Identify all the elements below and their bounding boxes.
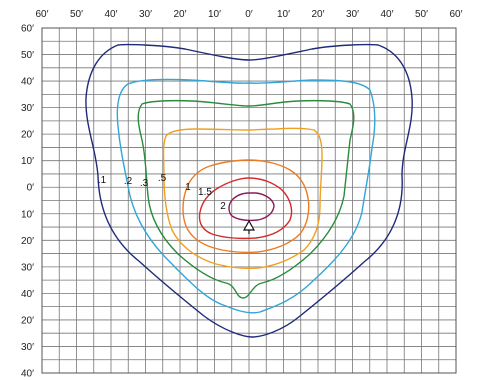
y-tick-label: 20′ — [21, 236, 34, 247]
triangle-icon — [242, 219, 256, 231]
x-tick-label: 20′ — [312, 9, 325, 20]
y-tick-label: 0′ — [27, 183, 35, 194]
contour-label: 1 — [185, 182, 191, 193]
x-tick-label: 60′ — [450, 9, 463, 20]
x-tick-label: 20′ — [174, 9, 187, 20]
x-tick-label: 40′ — [105, 9, 118, 20]
y-tick-label: 60′ — [21, 24, 34, 35]
contour-0.1 — [85, 43, 413, 338]
luminaire-marker — [242, 219, 256, 234]
contour-2 — [228, 192, 275, 222]
contour-label: .1 — [98, 175, 107, 186]
y-tick-label: 30′ — [21, 103, 34, 114]
y-tick-label: 40′ — [21, 289, 34, 300]
contour-label: .5 — [158, 173, 167, 184]
x-tick-label: 30′ — [346, 9, 359, 20]
y-tick-label: 30′ — [21, 262, 34, 273]
contour-1.5 — [198, 177, 293, 240]
x-tick-label: 10′ — [208, 9, 221, 20]
x-tick-label: 30′ — [139, 9, 152, 20]
contour-label: .3 — [140, 178, 149, 189]
contour-1 — [182, 159, 310, 254]
contour-labels: .1 .2 .3 .5 1 1.5 2 — [98, 173, 226, 212]
x-axis-ticks: 60′ 50′ 40′ 30′ 20′ 10′ 0′ 10′ 20′ 30′ 40′ 50′ 60′ — [36, 9, 463, 20]
x-tick-label: 50′ — [70, 9, 83, 20]
x-tick-label: 60′ — [36, 9, 49, 20]
x-tick-label: 50′ — [415, 9, 428, 20]
y-tick-label: 40′ — [21, 77, 34, 88]
y-tick-label: 10′ — [21, 156, 34, 167]
contour-0.3 — [137, 99, 355, 299]
chart-frame — [41, 27, 457, 374]
y-tick-label: 30′ — [21, 342, 34, 353]
x-tick-label: 40′ — [381, 9, 394, 20]
y-tick-label: 40′ — [21, 369, 34, 380]
y-tick-label: 50′ — [21, 50, 34, 61]
y-tick-label: 20′ — [21, 315, 34, 326]
y-tick-label: 20′ — [21, 130, 34, 141]
x-tick-label: 0′ — [245, 9, 253, 20]
y-axis-ticks: 60′ 50′ 40′ 30′ 20′ 10′ 0′ 10′ 20′ 30′ 40′ 20′ 30′ 40… — [21, 24, 34, 380]
contour-label: 1.5 — [198, 187, 212, 198]
y-tick-label: 10′ — [21, 209, 34, 220]
contour-0.2 — [116, 78, 376, 314]
contour-lines — [85, 43, 413, 338]
contour-label: 2 — [220, 201, 226, 212]
chart-grid — [41, 27, 457, 374]
contour-label: .2 — [124, 176, 133, 187]
contour-0.5 — [162, 127, 323, 270]
x-tick-label: 10′ — [277, 9, 290, 20]
